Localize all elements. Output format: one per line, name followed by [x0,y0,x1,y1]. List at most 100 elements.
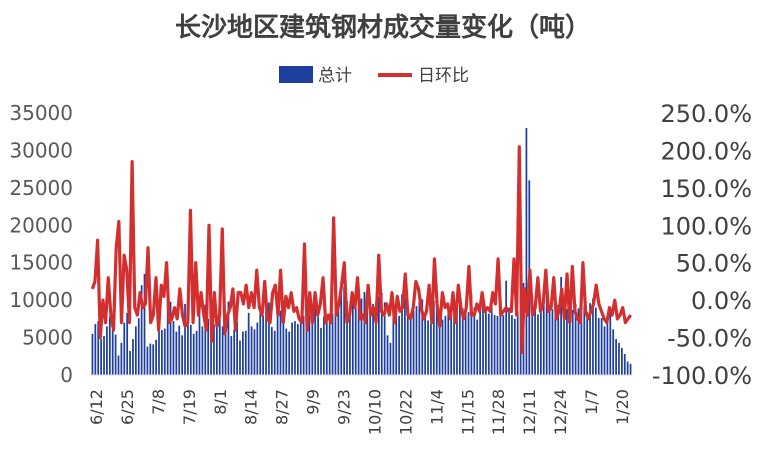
bar [386,335,389,375]
x-tick-label: 8/14 [242,389,261,425]
bar [612,329,615,375]
bar [377,296,380,375]
bar [621,348,623,375]
bar [146,346,149,375]
bar [560,276,562,375]
bar [302,315,305,375]
bar [233,329,236,375]
x-tick-label: 7/8 [149,389,168,415]
bar [178,325,181,375]
bar [270,327,273,375]
bar [343,286,346,375]
bar [111,330,114,375]
bar [606,318,609,375]
bar [459,299,461,375]
x-tick-label: 6/12 [87,389,106,425]
y-left-tick-label: 0 [60,363,73,387]
bar [444,315,447,375]
bar [349,309,351,375]
bar [412,310,415,375]
bar [479,310,481,375]
bar [250,326,253,375]
bar [120,342,123,375]
bar [204,304,207,375]
bar [132,339,134,375]
y-axis-left: 0 5000 10000 15000 20000 25000 30000 35000 [9,101,73,387]
bar [496,315,499,375]
bar [415,306,418,375]
bar [594,307,597,375]
bar [195,330,198,375]
bar [592,298,594,375]
bar [175,331,178,375]
bar [273,330,276,375]
bar [430,323,432,375]
bar [516,311,519,375]
x-tick-label: 8/27 [273,389,292,425]
bar [189,324,192,375]
bar [597,318,600,375]
bar [126,312,129,375]
bar-series-total [91,127,632,375]
x-tick-label: 11/15 [458,389,477,435]
bar [337,303,340,375]
bar [247,312,250,375]
bar [502,315,505,375]
bar [325,318,328,375]
bar [401,294,403,375]
bar [499,312,502,375]
bar [626,361,629,375]
y-right-tick-label: 200.0% [660,137,752,165]
bar [490,306,493,375]
bar [357,300,360,375]
bar [418,301,421,375]
bar [568,313,571,375]
bar [201,326,204,375]
bar [143,273,146,375]
bar [482,303,484,375]
bar [432,300,435,375]
bar [438,311,441,375]
bar [134,326,137,375]
bar [398,315,400,375]
bar [334,309,337,375]
x-tick-label: 1/20 [613,389,632,425]
bar [537,314,539,375]
bar [221,326,224,375]
y-right-tick-label: 50.0% [676,250,752,278]
bar [169,301,172,375]
bar [511,315,513,375]
bar [586,312,589,375]
y-right-tick-label: -50.0% [667,325,752,353]
bar [525,127,528,375]
bar [493,315,496,375]
bar [372,303,374,375]
bar [285,328,288,375]
bar [172,321,175,375]
bar [308,315,311,375]
bar [91,333,94,375]
bar [114,334,117,375]
bar [354,297,357,375]
bar [106,326,108,375]
legend-swatch-total [279,66,313,83]
bar [244,330,247,375]
bar [435,303,438,375]
bar [262,315,265,375]
bar [181,335,183,375]
bar [583,306,586,375]
bar [600,318,603,375]
bar [531,300,534,375]
bar [464,310,467,375]
bar [236,321,238,375]
legend-label-dod: 日环比 [418,66,469,86]
bar [323,316,325,375]
bar [380,292,383,375]
bar [574,303,577,375]
bar [161,330,163,375]
x-tick-label: 6/25 [118,389,137,425]
y-right-tick-label: 150.0% [660,175,752,203]
bar [618,342,620,375]
bar [551,309,554,375]
